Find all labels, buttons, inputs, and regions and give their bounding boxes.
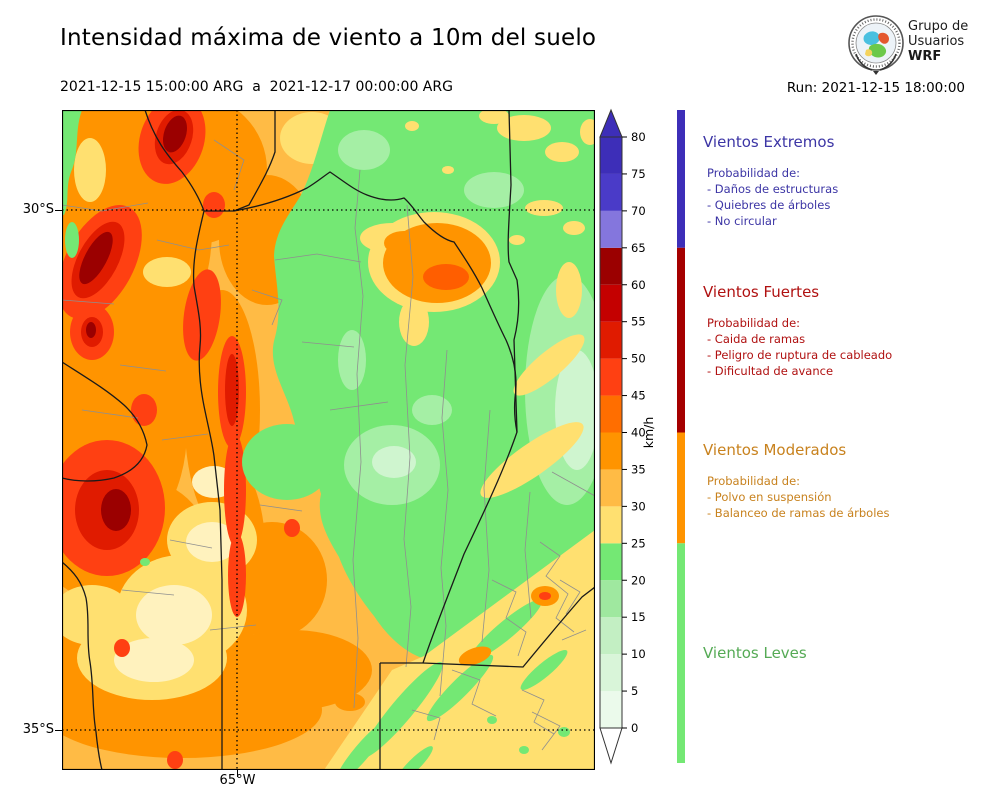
wind-map bbox=[62, 110, 595, 770]
lat-label-30s: 30°S bbox=[22, 202, 54, 217]
logo-line-3: WRF bbox=[908, 49, 942, 64]
lat-tick-35s bbox=[55, 730, 62, 732]
legend-moderados-title: Vientos Moderados bbox=[703, 441, 847, 459]
province-boundaries bbox=[62, 110, 595, 770]
svg-text:80: 80 bbox=[631, 130, 646, 144]
legend-fuertes-item: - Peligro de ruptura de cableado bbox=[707, 348, 893, 362]
valid-period: 2021-12-15 15:00:00 ARG a 2021-12-17 00:… bbox=[60, 79, 453, 95]
legend-extremos-item: - No circular bbox=[707, 214, 777, 228]
svg-text:50: 50 bbox=[631, 352, 646, 366]
lat-label-35s: 35°S bbox=[22, 722, 54, 737]
legend-fuertes-title: Vientos Fuertes bbox=[703, 283, 820, 301]
svg-text:0: 0 bbox=[631, 721, 638, 735]
svg-text:45: 45 bbox=[631, 389, 646, 403]
svg-text:10: 10 bbox=[631, 647, 646, 661]
legend-fuertes-item: - Dificultad de avance bbox=[707, 364, 834, 378]
model-run-label: Run: 2021-12-15 18:00:00 bbox=[786, 80, 965, 96]
legend-extremos-item: - Quiebres de árboles bbox=[707, 198, 831, 212]
lon-tick-65w bbox=[237, 770, 239, 777]
svg-text:40: 40 bbox=[631, 426, 646, 440]
legend-extremos-prob: Probabilidad de: bbox=[707, 166, 801, 180]
legend-vientos-moderados: Vientos Moderados Probabilidad de: - Pol… bbox=[703, 441, 889, 521]
svg-text:km/h: km/h bbox=[641, 417, 656, 449]
legend-fuertes-prob: Probabilidad de: bbox=[707, 316, 801, 330]
wind-speed-colorbar: 0 5 10 15 20 25 30 35 40 45 50 55 60 65 70 75 80 km/h bbox=[599, 108, 656, 765]
logo-line-1: Grupo de bbox=[908, 19, 969, 34]
legend-fuertes-item: - Caida de ramas bbox=[707, 332, 806, 346]
svg-text:35: 35 bbox=[631, 462, 646, 476]
legend-extremos-item: - Daños de estructuras bbox=[707, 182, 839, 196]
svg-text:5: 5 bbox=[631, 684, 638, 698]
svg-text:20: 20 bbox=[631, 573, 646, 587]
svg-text:65: 65 bbox=[631, 241, 646, 255]
lon-label-65w: 65°W bbox=[219, 773, 256, 788]
svg-text:25: 25 bbox=[631, 536, 646, 550]
lat-tick-30s bbox=[55, 210, 62, 212]
svg-text:15: 15 bbox=[631, 610, 646, 624]
svg-text:30: 30 bbox=[631, 499, 646, 513]
wrf-users-group-logo bbox=[846, 12, 906, 80]
logo-text: Grupo de Usuarios WRF bbox=[908, 19, 968, 64]
department-boundaries bbox=[62, 139, 595, 751]
page-title: Intensidad máxima de viento a 10m del su… bbox=[60, 25, 597, 51]
legend-moderados-item: - Polvo en suspensión bbox=[707, 490, 832, 504]
svg-text:55: 55 bbox=[631, 315, 646, 329]
svg-text:60: 60 bbox=[631, 278, 646, 292]
legend-vientos-extremos: Vientos Extremos Probabilidad de: - Daño… bbox=[703, 133, 838, 229]
legend-vientos-leves: Vientos Leves bbox=[703, 644, 807, 662]
legend-moderados-prob: Probabilidad de: bbox=[707, 474, 801, 488]
logo-line-2: Usuarios bbox=[908, 34, 965, 49]
legend-vientos-fuertes: Vientos Fuertes Probabilidad de: - Caida… bbox=[703, 283, 892, 379]
legend-moderados-item: - Balanceo de ramas de árboles bbox=[707, 506, 890, 520]
graticule-lines bbox=[62, 110, 595, 770]
svg-text:70: 70 bbox=[631, 204, 646, 218]
svg-text:75: 75 bbox=[631, 167, 646, 181]
legend-leves-title: Vientos Leves bbox=[703, 644, 807, 662]
legend-extremos-title: Vientos Extremos bbox=[703, 133, 835, 151]
wind-category-bar bbox=[677, 110, 685, 763]
logo-emblem-icon bbox=[848, 15, 904, 75]
map-border bbox=[62, 110, 595, 770]
